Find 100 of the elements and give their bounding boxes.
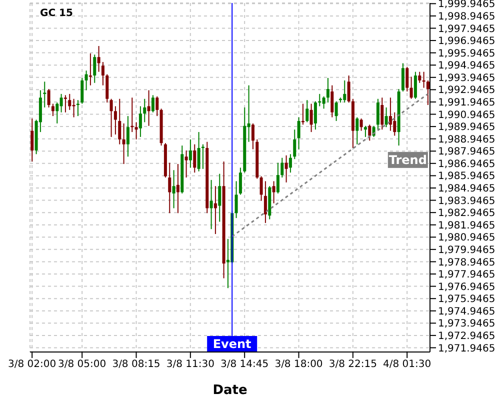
- candlestick: [143, 98, 146, 123]
- y-tick-label: 1,990.9465: [438, 110, 496, 121]
- candlestick: [347, 75, 350, 104]
- y-tick-label: 1,980.9465: [438, 232, 496, 244]
- candlestick: [188, 138, 192, 168]
- x-tick-label: 3/8 11:30: [166, 359, 214, 370]
- candlestick: [30, 118, 34, 162]
- candlestick: [418, 71, 422, 84]
- x-tick-label: 3/8 05:00: [58, 359, 106, 370]
- y-tick-label: 1,989.9465: [438, 122, 496, 134]
- candlestick: [168, 162, 172, 214]
- candlestick: [276, 162, 280, 194]
- candlestick: [356, 116, 359, 145]
- candlestick: [284, 154, 288, 183]
- candlestick: [410, 76, 413, 100]
- candlestick: [172, 170, 176, 209]
- candlestick: [122, 122, 126, 164]
- candlestick: [214, 186, 217, 235]
- candlestick: [414, 71, 417, 100]
- y-tick-label: 1,979.9465: [438, 244, 496, 256]
- x-tick-label: 3/8 02:00: [8, 359, 56, 370]
- candlestick: [156, 96, 159, 117]
- candlestick: [51, 103, 54, 117]
- candlestick: [151, 94, 154, 113]
- candlestick: [297, 116, 300, 150]
- candlestick: [138, 106, 142, 138]
- candlestick: [118, 98, 122, 145]
- annotation: Event: [212, 337, 252, 351]
- y-tick-label: 1,982.9465: [438, 208, 496, 220]
- y-tick-label: 1,978.9465: [438, 257, 496, 268]
- x-axis-title: Date: [212, 383, 248, 398]
- candlestick: [388, 97, 392, 132]
- candlestick: [280, 157, 284, 178]
- candlestick: [406, 66, 409, 92]
- candlestick: [272, 180, 276, 204]
- y-tick-label: 1,999.9465: [438, 0, 496, 10]
- candlestick: [384, 106, 388, 128]
- y-tick-label: 1,975.9465: [438, 294, 496, 306]
- candlestick: [114, 106, 117, 135]
- candlestick: [260, 176, 263, 202]
- x-tick-label: 3/8 22:15: [328, 359, 377, 370]
- candlestick: [238, 167, 242, 196]
- y-tick-label: 1,998.9465: [438, 11, 496, 22]
- candlestick: [330, 84, 334, 118]
- candlestick: [234, 180, 238, 219]
- y-tick-label: 1,988.9465: [438, 134, 496, 146]
- y-tick-label: 1,977.9465: [438, 270, 496, 281]
- x-tick-label: 3/8 08:15: [112, 359, 160, 370]
- y-tick-label: 1,971.9465: [438, 343, 496, 354]
- y-tick-label: 1,986.9465: [438, 158, 496, 170]
- candlestick: [288, 154, 292, 174]
- candlestick: [364, 125, 367, 138]
- y-tick-label: 1,991.9465: [438, 98, 496, 109]
- candlestick: [184, 150, 188, 178]
- candlestick: [106, 74, 109, 104]
- x-tick-label: 3/8 18:00: [274, 359, 323, 370]
- candlestick: [84, 70, 88, 91]
- candlestick: [376, 98, 380, 130]
- candlestick: [251, 122, 254, 150]
- candlestick: [60, 93, 63, 113]
- y-tick-label: 1,974.9465: [438, 306, 496, 318]
- text: Trend: [388, 152, 427, 167]
- x-tick-label: 4/8 01:30: [383, 359, 432, 370]
- candlestick: [218, 173, 222, 222]
- y-tick-label: 1,995.9465: [438, 48, 496, 60]
- candlestick: [43, 81, 46, 108]
- candlestick: [334, 100, 338, 122]
- candlestick: [80, 77, 84, 104]
- y-tick-label: 1,981.9465: [438, 220, 496, 232]
- candlestick: [264, 180, 267, 224]
- candlestick: [343, 80, 346, 104]
- candlestick: [306, 100, 309, 123]
- candlestick: [310, 103, 313, 133]
- candlestick: [64, 94, 67, 113]
- candlestick: [68, 93, 72, 110]
- candlestick: [101, 61, 104, 86]
- candlestick: [322, 96, 326, 110]
- text: GC 15: [40, 8, 73, 19]
- candlestick: [126, 116, 130, 158]
- y-tick-label: 1,992.9465: [438, 85, 496, 96]
- y-tick-label: 1,997.9465: [438, 24, 496, 35]
- candlestick: [47, 88, 50, 108]
- candlestick: [93, 54, 96, 84]
- candlestick: [97, 46, 100, 72]
- y-tick-label: 1,994.9465: [438, 60, 496, 72]
- candlestick: [314, 100, 317, 130]
- candlestick: [368, 124, 372, 142]
- candlestick: [393, 112, 396, 136]
- y-tick-label: 1,985.9465: [438, 171, 496, 182]
- candlestick: [293, 129, 296, 160]
- y-tick-label: 1,987.9465: [438, 146, 496, 158]
- candlestick: [197, 132, 200, 172]
- y-tick-label: 1,973.9465: [438, 318, 496, 330]
- candlestick: [176, 163, 180, 214]
- candlestick: [210, 179, 213, 230]
- y-tick-label: 1,976.9465: [438, 282, 496, 293]
- candlestick: [426, 80, 430, 106]
- candlestick: [134, 122, 138, 140]
- y-tick-label: 1,983.9465: [438, 196, 496, 207]
- y-tick-label: 1,993.9465: [438, 72, 496, 84]
